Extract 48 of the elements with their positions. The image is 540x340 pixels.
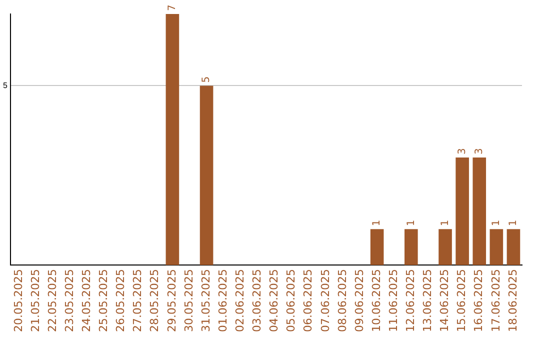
bar (438, 229, 452, 266)
x-tick-label: 01.06.2025 (216, 269, 230, 332)
data-label: 1 (372, 220, 383, 226)
x-tick-label: 23.05.2025 (62, 269, 76, 332)
x-tick-label: 17.06.2025 (489, 269, 502, 332)
data-label: 1 (440, 220, 451, 226)
x-tick-label: 06.06.2025 (302, 269, 315, 332)
x-tick-label: 18.06.2025 (506, 269, 520, 332)
x-tick-label: 29.05.2025 (165, 269, 178, 332)
bar (166, 14, 180, 266)
bar (456, 157, 469, 266)
x-tick-label: 22.05.2025 (46, 269, 59, 332)
x-tick-label: 28.05.2025 (148, 269, 162, 332)
x-tick-label: 16.06.2025 (472, 269, 486, 332)
x-tick-label: 26.05.2025 (114, 269, 128, 332)
data-label: 1 (491, 220, 502, 226)
x-tick-label: 04.06.2025 (268, 269, 281, 332)
x-tick-label: 13.06.2025 (421, 269, 434, 332)
x-tick-label: 05.06.2025 (284, 269, 298, 332)
x-tick-label: 12.06.2025 (404, 269, 418, 332)
x-tick-label: 02.06.2025 (234, 269, 247, 332)
x-tick-label: 25.05.2025 (97, 269, 110, 332)
x-tick-label: 08.06.2025 (336, 269, 349, 332)
bar (506, 229, 520, 266)
x-tick-label: 07.06.2025 (318, 269, 332, 332)
x-tick-label: 15.06.2025 (455, 269, 468, 332)
x-tick-label: 31.05.2025 (199, 269, 212, 332)
x-tick-label: 24.05.2025 (80, 269, 94, 332)
data-label: 7 (167, 4, 178, 11)
x-tick-label: 20.05.2025 (12, 269, 25, 332)
x-tick-label: 14.06.2025 (438, 269, 452, 332)
x-tick-label: 11.06.2025 (386, 269, 400, 332)
x-tick-label: 03.06.2025 (250, 269, 264, 332)
bar (472, 157, 486, 266)
data-label: 3 (474, 148, 485, 154)
data-label: 1 (406, 220, 417, 226)
x-tick-label: 09.06.2025 (352, 269, 366, 332)
x-tick-label: 21.05.2025 (28, 269, 42, 332)
data-label: 1 (508, 220, 520, 226)
data-label: 3 (456, 148, 468, 154)
x-tick-label: 10.06.2025 (370, 269, 383, 332)
bar (404, 229, 418, 266)
data-label: 5 (201, 76, 212, 83)
x-tick-label: 30.05.2025 (182, 269, 196, 332)
bar (490, 229, 504, 266)
x-tick-label: 27.05.2025 (131, 269, 144, 332)
bar (200, 86, 214, 266)
bar (370, 229, 384, 266)
